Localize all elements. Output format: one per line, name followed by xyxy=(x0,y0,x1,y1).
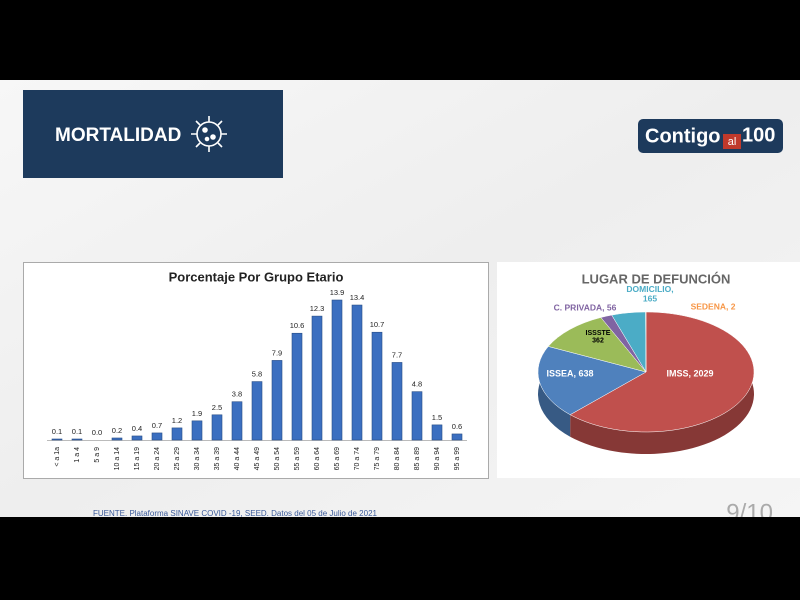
logo-badge-box xyxy=(723,134,741,149)
value-label: 0.7 xyxy=(152,421,162,430)
slice-label: ISSEA, 638 xyxy=(546,368,593,378)
slice-label: C. PRIVADA, 56 xyxy=(554,302,617,312)
bar xyxy=(311,315,323,441)
x-tick-label: 15 a 19 xyxy=(134,447,141,470)
bar xyxy=(51,438,63,441)
slice xyxy=(547,317,647,373)
logo-box xyxy=(638,119,783,153)
bar-panel xyxy=(23,262,489,479)
slice xyxy=(537,346,647,415)
pie-title: LUGAR DE DEFUNCIÓN xyxy=(582,271,731,286)
value-label: 0.1 xyxy=(72,427,82,436)
value-label: 5.8 xyxy=(252,370,262,379)
slice xyxy=(569,311,755,433)
logo-word: Contigo xyxy=(645,125,721,147)
value-label: 1.2 xyxy=(172,416,182,425)
x-tick-label: 80 a 84 xyxy=(394,447,401,470)
x-tick-label: 75 a 79 xyxy=(374,447,381,470)
value-label: 0.6 xyxy=(452,422,462,431)
value-label: 0.0 xyxy=(92,428,102,437)
value-label: 13.4 xyxy=(350,293,365,302)
bar xyxy=(131,435,143,441)
x-tick-label: 70 a 74 xyxy=(354,447,361,470)
bar xyxy=(231,401,243,441)
value-label: 10.6 xyxy=(290,321,305,330)
bar xyxy=(151,432,163,441)
logo: Contigo al 100 xyxy=(638,119,783,153)
bar xyxy=(451,433,463,441)
value-label: 2.5 xyxy=(212,403,222,412)
logo-badge: al xyxy=(728,136,737,148)
value-label: 0.2 xyxy=(112,426,122,435)
x-tick-label: 45 a 49 xyxy=(254,447,261,470)
value-label: 7.7 xyxy=(392,350,402,359)
virus-icon xyxy=(191,116,227,152)
value-label: 3.8 xyxy=(232,390,242,399)
x-tick-label: 25 a 29 xyxy=(174,447,181,470)
x-tick-label: 40 a 44 xyxy=(234,447,241,470)
x-tick-label: 55 a 59 xyxy=(294,447,301,470)
header-box xyxy=(23,90,283,178)
slice-label: DOMICILIO, 165 xyxy=(626,284,673,303)
x-tick-label: 85 a 89 xyxy=(414,447,421,470)
value-label: 12.3 xyxy=(310,304,325,313)
x-tick-label: < a 1a xyxy=(54,447,61,467)
bar xyxy=(351,304,363,441)
bottom-bar xyxy=(0,517,800,600)
bar xyxy=(171,427,183,441)
bar-title: Porcentaje Por Grupo Etario xyxy=(169,269,344,284)
bar xyxy=(191,420,203,441)
logo-number: 100 xyxy=(742,124,775,146)
bar xyxy=(391,362,403,441)
x-tick-label: 10 a 14 xyxy=(114,447,121,470)
x-tick-label: 50 a 54 xyxy=(274,447,281,470)
x-tick-label: 65 a 69 xyxy=(334,447,341,470)
source-note: FUENTE. Plataforma SINAVE COVID -19, SEE… xyxy=(93,509,378,518)
value-label: 10.7 xyxy=(370,320,385,329)
bar xyxy=(111,437,123,441)
x-tick-label: 20 a 24 xyxy=(154,447,161,470)
bar xyxy=(251,381,263,441)
value-label: 4.8 xyxy=(412,380,422,389)
slice-side xyxy=(570,312,754,454)
top-bar xyxy=(0,0,800,80)
x-tick-label: 30 a 34 xyxy=(194,447,201,470)
slice-label: SEDENA, 2 xyxy=(691,301,736,311)
bar xyxy=(271,360,283,441)
x-tick-label: 95 a 99 xyxy=(454,447,461,470)
x-tick-label: 90 a 94 xyxy=(434,447,441,470)
bar-chart: 0.1 < a 1a 0.1 1 a 4 0.0 5 a 9 0.2 10 a 14 0.4 15… xyxy=(47,288,467,470)
bar xyxy=(71,438,83,441)
value-label: 7.9 xyxy=(272,348,282,357)
bar xyxy=(411,391,423,441)
slice-label: IMSS, 2029 xyxy=(666,368,713,378)
value-label: 1.5 xyxy=(432,413,442,422)
value-label: 1.9 xyxy=(192,409,202,418)
bar xyxy=(431,424,443,441)
slice-label: ISSSTE 362 xyxy=(586,330,611,345)
bar xyxy=(211,414,223,441)
slide-title: MORTALIDAD xyxy=(55,125,181,146)
bar xyxy=(371,331,383,441)
value-label: 13.9 xyxy=(330,288,345,297)
value-label: 0.4 xyxy=(132,424,142,433)
x-tick-label: 1 a 4 xyxy=(74,447,81,463)
x-tick-label: 5 a 9 xyxy=(94,447,101,463)
bar xyxy=(331,299,343,441)
x-tick-label: 60 a 64 xyxy=(314,447,321,470)
pie-chart: IMSS, 2029 ISSEA, 638 ISSSTE 362 C. PRIVADA,… xyxy=(537,284,755,454)
bar xyxy=(291,332,303,441)
x-tick-label: 35 a 39 xyxy=(214,447,221,470)
value-label: 0.1 xyxy=(52,427,62,436)
